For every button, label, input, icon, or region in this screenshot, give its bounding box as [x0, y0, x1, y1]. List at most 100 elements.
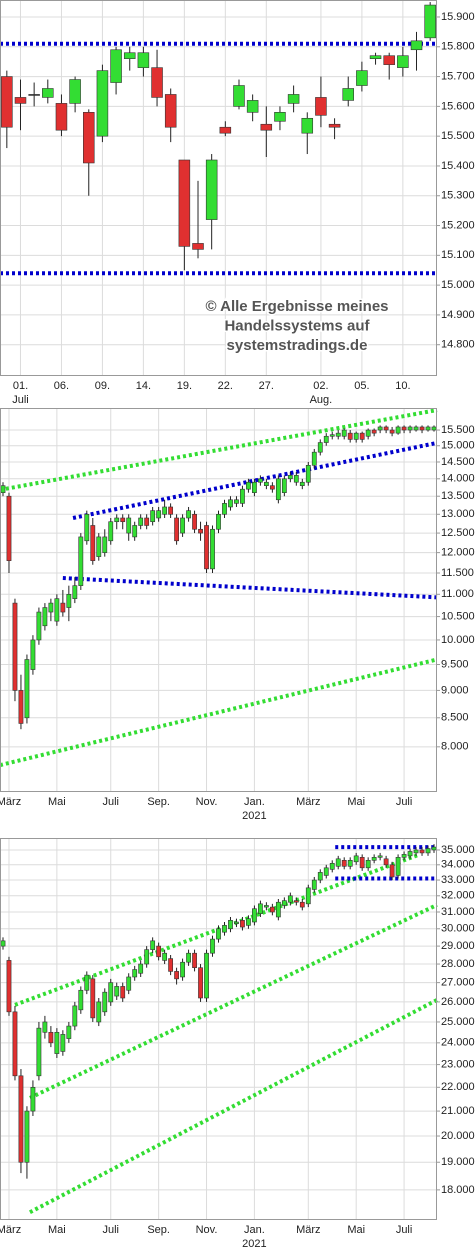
- candle-body: [425, 426, 431, 431]
- candle-body: [205, 159, 218, 220]
- candle-body: [180, 961, 185, 978]
- candle-body: [335, 432, 341, 437]
- candle-body: [42, 607, 48, 627]
- panel: 8.000 8.500 9.000 9.500 10.000 10.500 11.000 11…: [0, 408, 475, 822]
- candle-body: [228, 499, 233, 508]
- candle-body: [24, 659, 30, 719]
- plot-frame: [0, 408, 437, 792]
- y-tick-label: 15.400: [441, 160, 475, 172]
- candle-body: [377, 426, 383, 431]
- plot-area: [0, 0, 437, 376]
- candle-body: [395, 426, 401, 434]
- candle-body: [369, 55, 382, 59]
- x-sub-label: 2021: [242, 810, 266, 822]
- candle-body: [413, 849, 419, 854]
- y-tick-label: 24.000: [441, 1037, 475, 1049]
- candle-body: [78, 989, 84, 1011]
- candle-body: [356, 70, 368, 86]
- candle-body: [0, 485, 6, 493]
- y-tick-label: 13.500: [441, 490, 475, 502]
- candle-body: [164, 94, 177, 128]
- y-tick-label: 15.000: [441, 440, 475, 452]
- candle-body: [389, 864, 395, 878]
- candle-body: [252, 481, 257, 493]
- y-tick-label: 15.000: [441, 279, 475, 291]
- candle-body: [219, 126, 232, 134]
- candle-body: [168, 958, 174, 972]
- candle-body: [424, 4, 436, 39]
- x-tick-label: März: [296, 796, 320, 808]
- candle-body: [150, 510, 156, 523]
- candle-body: [347, 860, 353, 867]
- y-tick-label: 15.900: [441, 11, 475, 23]
- candle-body: [132, 969, 138, 978]
- x-tick-label: 02.: [313, 380, 328, 392]
- x-tick-label: Sep.: [147, 1224, 170, 1236]
- candle-body: [162, 506, 168, 515]
- candle-body: [18, 1075, 24, 1163]
- candle-body: [347, 432, 353, 440]
- candle-body: [263, 481, 269, 486]
- candle-body: [42, 1021, 48, 1033]
- candle-body: [323, 867, 329, 876]
- candle-body: [365, 860, 371, 869]
- candle-body: [1, 76, 13, 128]
- candle-body: [36, 1027, 42, 1077]
- candle-body: [178, 159, 191, 247]
- candle-body: [383, 55, 395, 65]
- candle-body: [246, 100, 259, 113]
- candle-body: [240, 920, 245, 928]
- candle-body: [48, 1031, 54, 1044]
- candle-body: [281, 900, 287, 906]
- candle-body: [108, 521, 114, 542]
- candle-body: [144, 949, 150, 965]
- y-tick-label: 15.700: [441, 70, 475, 82]
- x-tick-label: Mai: [48, 1224, 66, 1236]
- y-tick-label: 15.300: [441, 190, 475, 202]
- candle-body: [323, 435, 329, 443]
- y-tick-label: 23.000: [441, 1058, 475, 1070]
- y-tick-label: 10.500: [441, 610, 475, 622]
- candle-body: [48, 602, 54, 613]
- candle-body: [204, 525, 209, 570]
- x-tick-label: 06.: [54, 380, 69, 392]
- x-tick-label: März: [0, 1224, 21, 1236]
- annotation: © Alle Ergebnisse meines: [205, 298, 388, 315]
- y-tick-label: 15.100: [441, 249, 475, 261]
- y-tick-label: 11.000: [441, 588, 474, 600]
- candle-body: [311, 879, 317, 890]
- candle-body: [401, 426, 407, 431]
- candle-body: [293, 900, 299, 903]
- candle-body: [90, 978, 96, 1019]
- x-tick-label: 14.: [136, 380, 151, 392]
- y-tick-label: 28.000: [441, 958, 475, 970]
- x-tick-label: Juli: [396, 1224, 413, 1236]
- candle-body: [299, 481, 305, 486]
- candle-body: [132, 525, 138, 538]
- x-tick-label: 27.: [259, 380, 274, 392]
- candle-body: [275, 478, 281, 501]
- candle-body: [96, 536, 102, 557]
- y-tick-label: 14.500: [441, 456, 475, 468]
- candle-body: [410, 40, 423, 51]
- candle-body: [222, 503, 227, 515]
- y-tick-label: 35.000: [441, 844, 475, 856]
- candle-body: [6, 495, 12, 561]
- candle-body: [287, 895, 293, 903]
- candle-body: [210, 528, 215, 570]
- y-tick-label: 19.000: [441, 1156, 475, 1168]
- candle-body: [120, 517, 126, 523]
- candle-body: [120, 986, 126, 999]
- y-tick-label: 12.500: [441, 527, 475, 539]
- y-tick-label: 14.000: [441, 473, 475, 485]
- candle-body: [24, 1110, 30, 1163]
- candle-body: [301, 117, 314, 134]
- candle-body: [377, 855, 383, 858]
- candle-body: [72, 585, 78, 599]
- candle-body: [28, 94, 40, 96]
- candle-body: [150, 940, 156, 950]
- candle-body: [108, 982, 114, 1003]
- candle-body: [431, 846, 437, 851]
- candle-body: [234, 921, 239, 924]
- y-tick-label: 13.000: [441, 508, 475, 520]
